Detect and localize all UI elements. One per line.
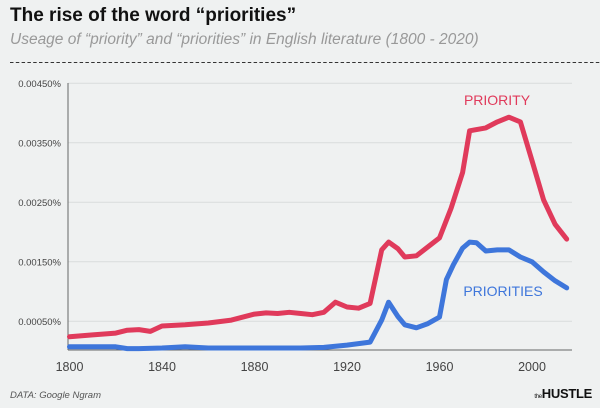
series-line-priorities bbox=[67, 239, 570, 352]
hustle-logo: theHUSTLE bbox=[534, 386, 592, 401]
header-divider bbox=[10, 62, 600, 63]
series-label-priority: PRIORITY bbox=[464, 92, 531, 108]
chart-title: The rise of the word “priorities” bbox=[10, 5, 297, 26]
y-tick-label: 0.00450% bbox=[18, 79, 61, 90]
y-tick-label: 0.00150% bbox=[18, 257, 61, 268]
logo-prefix: the bbox=[534, 394, 542, 400]
x-tick-label: 1800 bbox=[56, 360, 84, 374]
series-label-priorities: PRIORITIES bbox=[463, 283, 542, 299]
y-tick-label: 0.00350% bbox=[18, 138, 61, 149]
series-line-priority bbox=[67, 114, 570, 340]
chart-subtitle: Useage of “priority” and “priorities” in… bbox=[10, 31, 479, 48]
y-tick-label: 0.00250% bbox=[18, 198, 61, 209]
data-source: DATA: Google Ngram bbox=[10, 390, 101, 401]
logo-text: HUSTLE bbox=[541, 386, 593, 401]
x-tick-label: 1880 bbox=[241, 360, 269, 374]
x-tick-label: 1960 bbox=[426, 360, 454, 374]
x-tick-label: 1920 bbox=[333, 360, 361, 374]
y-tick-label: 0.00050% bbox=[18, 317, 61, 328]
x-tick-label: 1840 bbox=[148, 360, 176, 374]
x-tick-label: 2000 bbox=[518, 360, 546, 374]
